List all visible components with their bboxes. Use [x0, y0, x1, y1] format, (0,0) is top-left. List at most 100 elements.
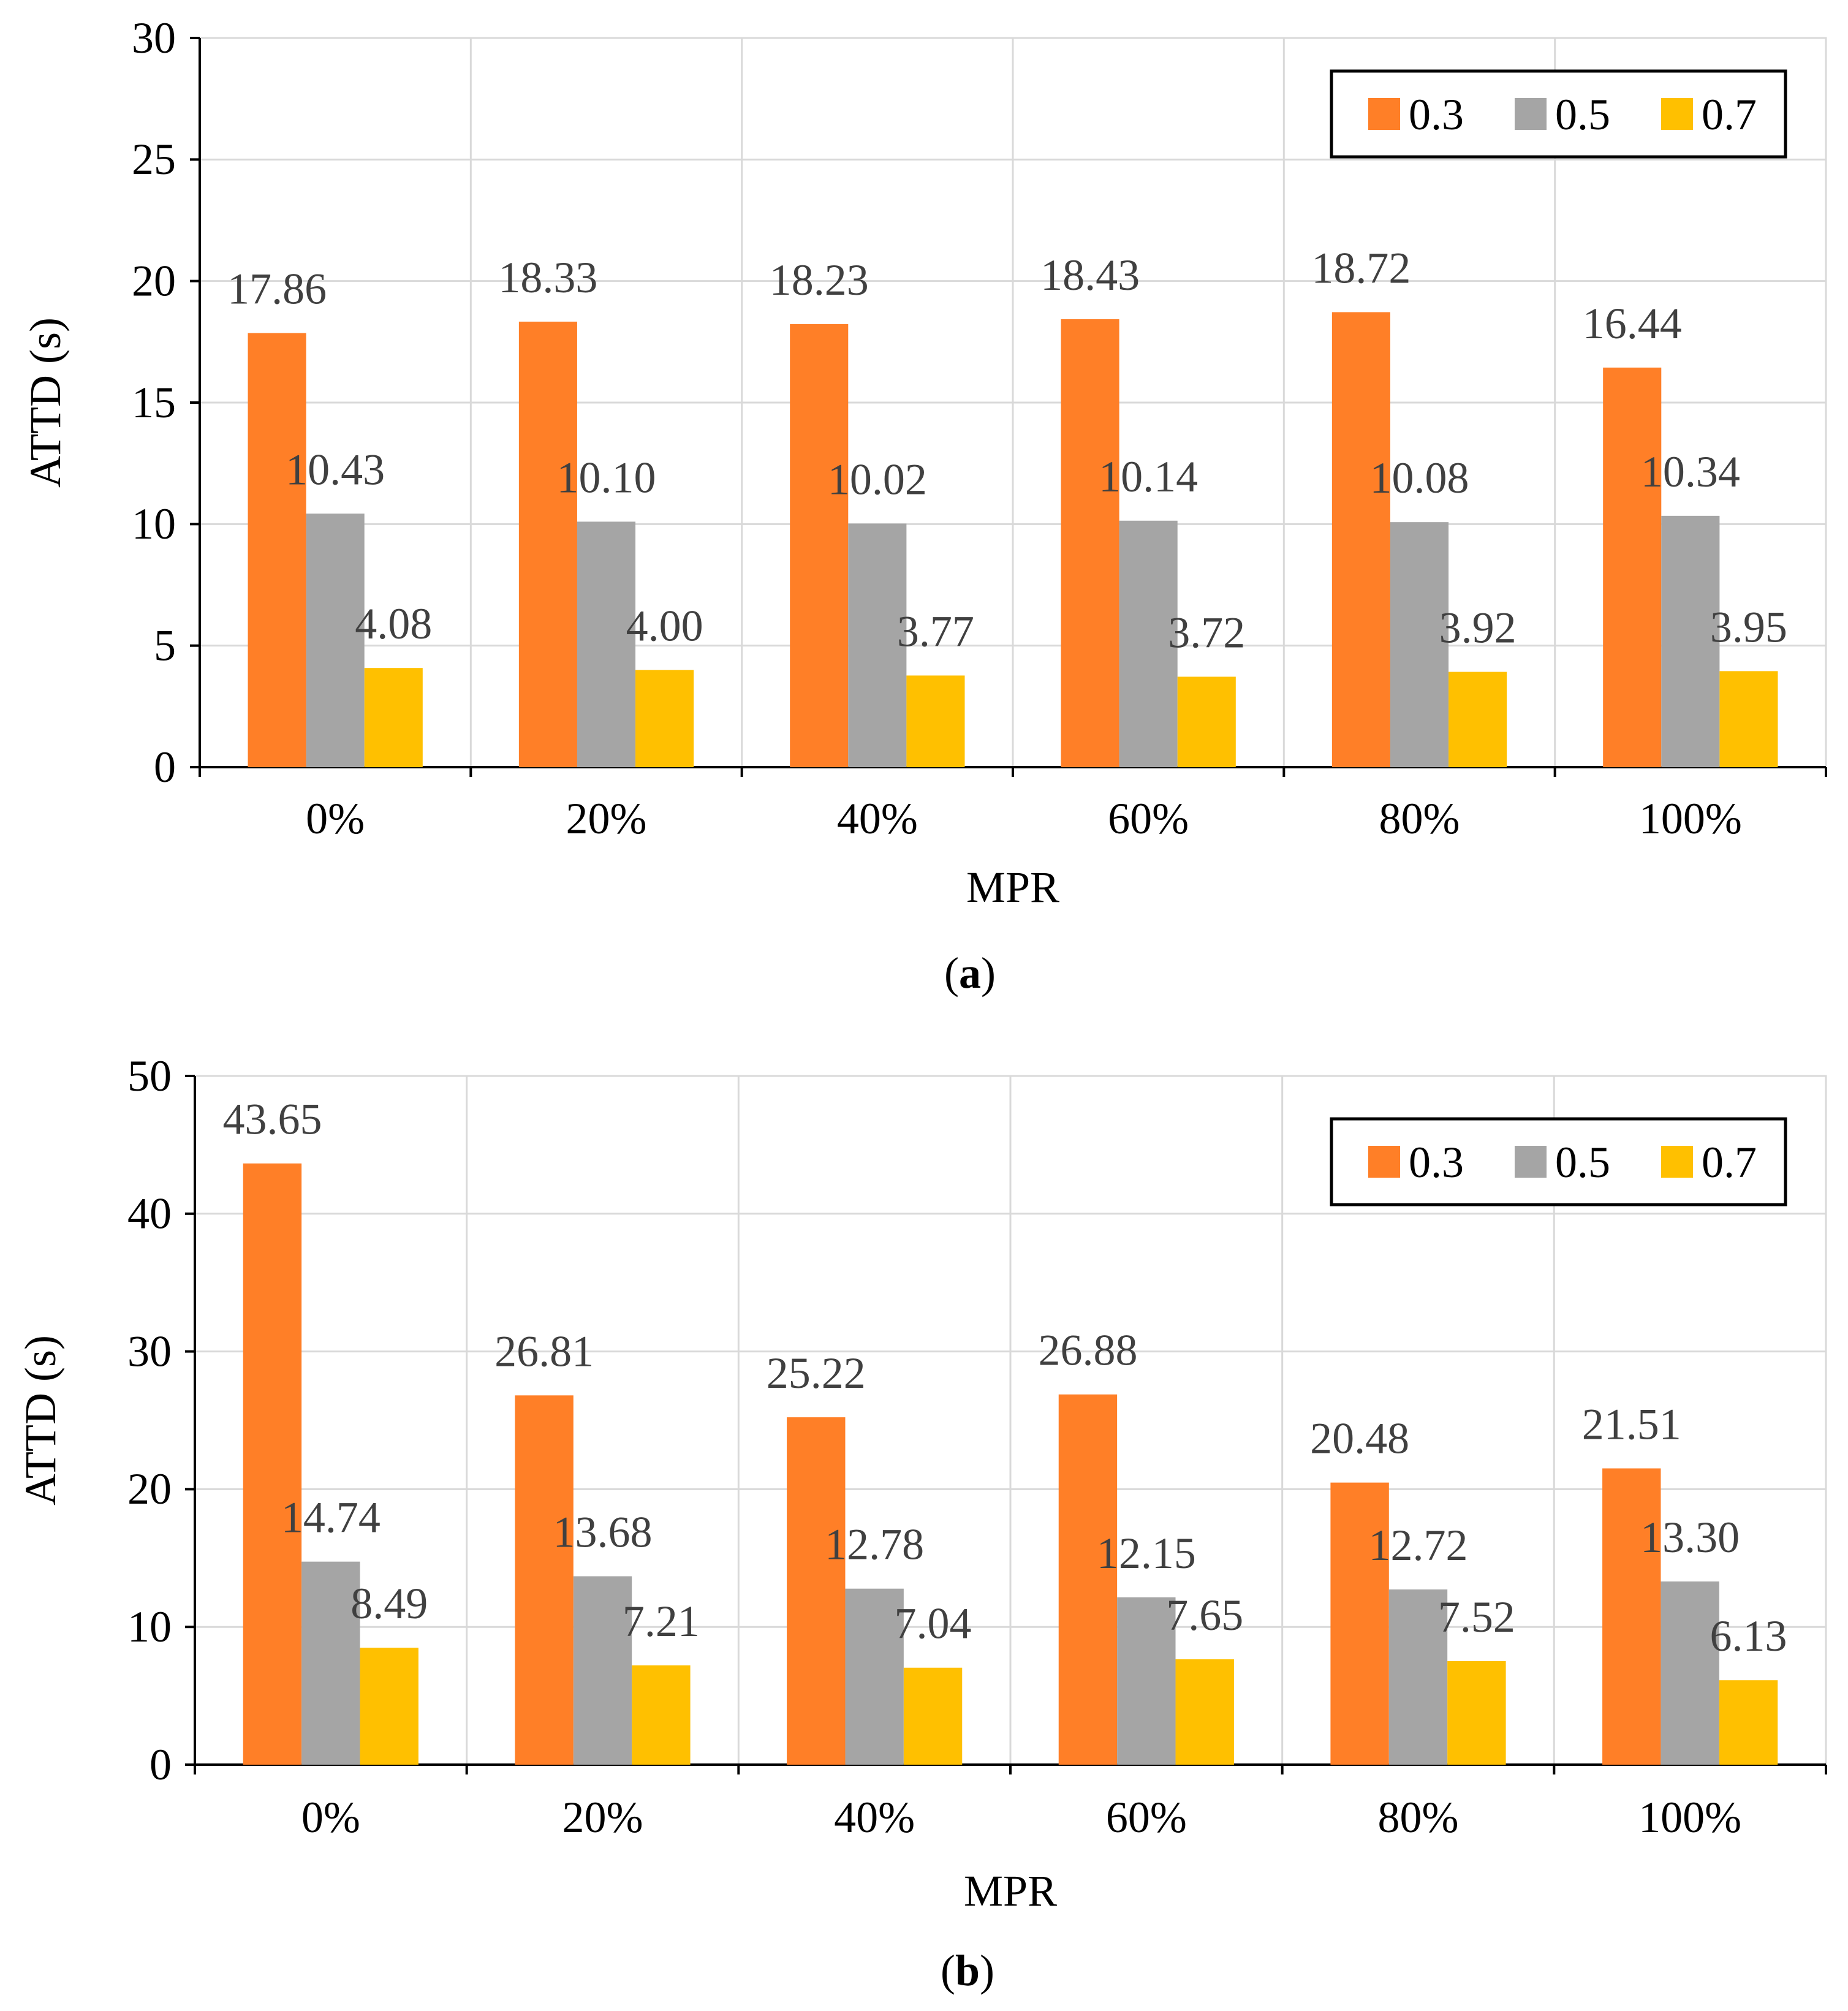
legend-label: 0.3: [1409, 90, 1464, 139]
data-label: 12.72: [1369, 1521, 1468, 1570]
data-label: 13.30: [1640, 1513, 1740, 1562]
bar-s0_5-60pct: [1117, 1597, 1176, 1765]
data-label: 10.02: [828, 455, 927, 504]
legend-label: 0.5: [1555, 90, 1610, 139]
y-tick-label: 5: [154, 621, 176, 670]
x-axis-title: MPR: [966, 863, 1059, 912]
x-tick-label: 0%: [301, 1793, 360, 1842]
y-tick-label: 20: [132, 256, 176, 305]
x-tick-label: 60%: [1106, 1793, 1187, 1842]
x-tick-label: 60%: [1108, 794, 1189, 843]
legend-swatch: [1661, 98, 1693, 130]
bar-s0_7-80pct: [1448, 672, 1507, 767]
legend-label: 0.5: [1555, 1138, 1610, 1187]
data-label: 10.34: [1641, 447, 1740, 496]
data-label: 3.92: [1439, 604, 1517, 653]
y-tick-label: 0: [154, 743, 176, 792]
data-label: 3.95: [1710, 602, 1787, 651]
bar-s0_5-80pct: [1388, 1589, 1448, 1765]
data-label: 7.04: [895, 1599, 972, 1648]
y-tick-label: 30: [127, 1327, 172, 1376]
legend: 0.3 0.5 0.7: [1330, 69, 1787, 159]
x-tick-label: 20%: [566, 794, 647, 843]
data-label: 14.74: [281, 1493, 381, 1542]
legend: 0.3 0.5 0.7: [1330, 1117, 1787, 1206]
bar-s0_7-20pct: [635, 670, 694, 767]
data-label: 18.33: [498, 253, 597, 302]
data-label: 21.51: [1582, 1399, 1681, 1449]
bar-s0_5-100pct: [1661, 1581, 1719, 1765]
bar-s0_3-100pct: [1602, 1468, 1661, 1765]
bar-s0_3-0pct: [243, 1163, 302, 1765]
bar-s0_3-20pct: [515, 1395, 574, 1765]
bar-s0_7-20pct: [632, 1665, 691, 1765]
data-label: 10.14: [1099, 452, 1198, 501]
bar-s0_7-60pct: [1175, 1659, 1234, 1765]
data-label: 10.10: [557, 453, 656, 502]
bar-s0_7-100pct: [1719, 671, 1778, 767]
bar-s0_7-40pct: [903, 1667, 963, 1765]
legend-label: 0.7: [1702, 1138, 1757, 1187]
data-label: 12.78: [825, 1520, 924, 1569]
bar-s0_7-60pct: [1177, 676, 1236, 767]
data-label: 4.08: [355, 599, 432, 648]
x-tick-label: 100%: [1639, 794, 1742, 843]
legend-swatch: [1515, 1146, 1547, 1178]
x-tick-label: 20%: [562, 1793, 643, 1842]
data-label: 43.65: [222, 1095, 322, 1144]
x-tick-label: 80%: [1379, 794, 1460, 843]
y-tick-label: 50: [127, 1051, 172, 1100]
legend-swatch: [1368, 1146, 1400, 1178]
legend-swatch: [1661, 1146, 1693, 1178]
data-label: 25.22: [767, 1349, 866, 1398]
bar-s0_5-80pct: [1390, 522, 1449, 767]
data-label: 7.65: [1166, 1591, 1243, 1640]
data-label: 3.72: [1168, 608, 1245, 657]
bar-s0_5-20pct: [577, 521, 636, 767]
legend-swatch: [1368, 98, 1400, 130]
legend-swatch: [1515, 98, 1547, 130]
x-tick-label: 0%: [306, 794, 365, 843]
y-tick-label: 0: [150, 1740, 172, 1789]
y-tick-label: 15: [132, 378, 176, 427]
bar-s0_5-20pct: [573, 1576, 632, 1765]
bar-s0_3-80pct: [1330, 1482, 1389, 1765]
bar-s0_3-60pct: [1058, 1394, 1118, 1765]
y-axis-title: ATTD (s): [21, 317, 70, 488]
panel-label: (a): [944, 949, 996, 998]
legend-label: 0.3: [1409, 1138, 1464, 1187]
data-label: 10.08: [1370, 453, 1469, 502]
data-label: 26.88: [1038, 1326, 1137, 1375]
x-tick-label: 100%: [1638, 1793, 1741, 1842]
data-label: 10.43: [286, 445, 385, 494]
bar-s0_5-0pct: [301, 1561, 360, 1765]
data-label: 16.44: [1583, 299, 1682, 348]
x-tick-label: 80%: [1378, 1793, 1459, 1842]
bar-s0_3-40pct: [787, 1417, 846, 1765]
bar-s0_7-40pct: [906, 675, 965, 767]
y-axis-title: ATTD (s): [16, 1335, 65, 1505]
bar-s0_3-0pct: [248, 333, 306, 767]
data-label: 12.15: [1097, 1529, 1196, 1578]
y-tick-label: 10: [132, 499, 176, 548]
legend-label: 0.7: [1702, 90, 1757, 139]
y-tick-label: 10: [127, 1602, 172, 1651]
legend-box: [1330, 69, 1787, 159]
data-label: 3.77: [897, 607, 974, 656]
panel-letter: a: [959, 949, 981, 998]
x-tick-label: 40%: [837, 794, 918, 843]
bar-s0_3-40pct: [790, 324, 849, 767]
data-label: 4.00: [626, 601, 703, 650]
bar-s0_3-20pct: [518, 321, 577, 767]
y-tick-label: 40: [127, 1189, 172, 1238]
chart-panel-a: 0 5 10 15 20 25 30 17.86 18.33 18.23 18.43 18.72 16.…: [21, 13, 1827, 998]
bar-s0_7-100pct: [1719, 1680, 1778, 1765]
data-label: 26.81: [494, 1327, 594, 1376]
data-label: 8.49: [350, 1579, 428, 1628]
bar-s0_7-0pct: [364, 668, 423, 767]
bar-s0_5-40pct: [848, 523, 907, 767]
data-label: 17.86: [227, 265, 327, 314]
data-label: 18.72: [1311, 243, 1411, 292]
data-label: 7.21: [623, 1597, 700, 1646]
data-label: 13.68: [553, 1507, 653, 1556]
